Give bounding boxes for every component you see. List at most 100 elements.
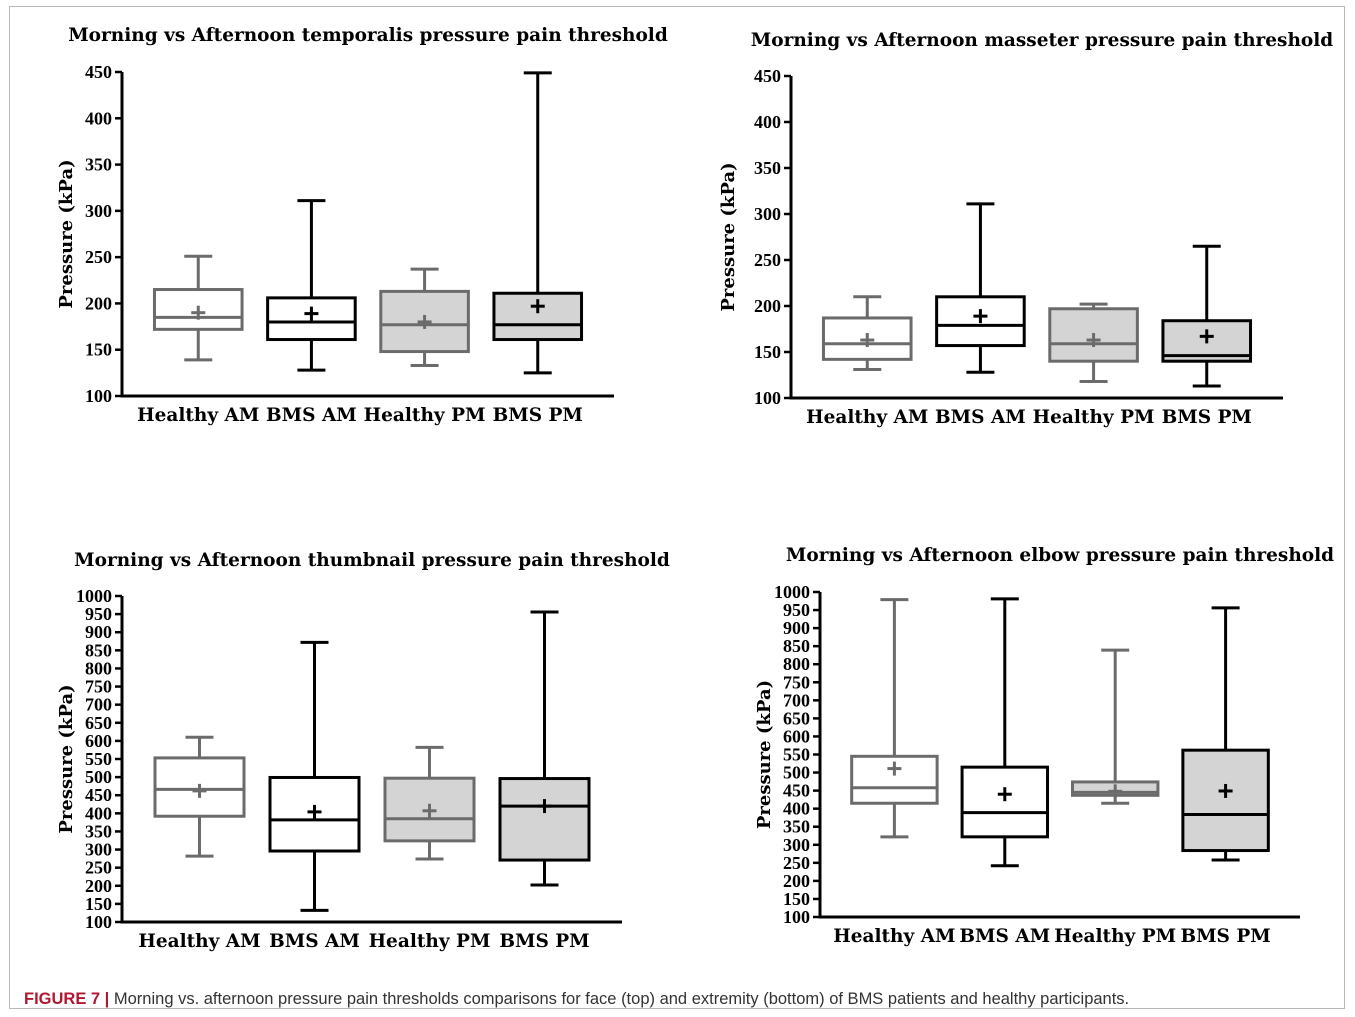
y-axis-label: Pressure (kPa)	[56, 159, 77, 308]
y-tick-label: 350	[85, 155, 112, 175]
y-tick-label: 400	[754, 112, 781, 132]
x-category-label: BMS AM	[266, 405, 357, 426]
y-tick-label: 500	[783, 763, 810, 783]
box-bms-am	[960, 597, 1050, 868]
y-tick-label: 100	[754, 388, 781, 408]
x-category-label: BMS PM	[499, 931, 589, 952]
x-category-label: Healthy PM	[1054, 926, 1176, 947]
box-healthy-pm	[1048, 302, 1139, 383]
box-bms-pm	[1181, 606, 1270, 862]
y-tick-label: 400	[85, 803, 112, 823]
y-tick-label: 450	[783, 781, 810, 801]
y-tick-label: 450	[85, 62, 112, 82]
y-tick-label: 300	[85, 840, 112, 860]
chart-panel-2: Morning vs Afternoon masseter pressure p…	[718, 30, 1333, 428]
iqr-box	[850, 754, 939, 805]
iqr-box	[1181, 748, 1270, 853]
y-tick-label: 200	[85, 293, 112, 313]
y-tick-label: 350	[85, 821, 112, 841]
y-tick-label: 950	[783, 600, 810, 620]
figure-panels: Morning vs Afternoon temporalis pressure…	[56, 25, 1334, 952]
y-tick-label: 150	[783, 889, 810, 909]
box-healthy-am	[153, 735, 246, 858]
y-tick-label: 300	[783, 835, 810, 855]
box-bms-am	[268, 640, 361, 912]
box-bms-am	[266, 199, 357, 372]
x-category-label: Healthy AM	[138, 931, 260, 952]
box-healthy-pm	[1070, 648, 1160, 805]
box-bms-am	[935, 202, 1026, 374]
y-tick-label: 250	[85, 247, 112, 267]
figure-label: FIGURE 7 |	[24, 990, 110, 1008]
y-tick-label: 250	[754, 250, 781, 270]
chart-panel-3: Morning vs Afternoon thumbnail pressure …	[56, 550, 670, 952]
box-healthy-pm	[379, 267, 470, 367]
y-axis-label: Pressure (kPa)	[56, 684, 77, 833]
x-category-label: BMS AM	[269, 931, 360, 952]
x-category-label: BMS PM	[493, 405, 583, 426]
y-tick-label: 200	[754, 296, 781, 316]
iqr-box	[379, 289, 470, 354]
x-category-label: Healthy PM	[369, 931, 491, 952]
figure-caption: FIGURE 7 | Morning vs. afternoon pressur…	[24, 990, 1344, 1009]
y-tick-label: 200	[783, 871, 810, 891]
y-tick-label: 950	[85, 604, 112, 624]
iqr-box	[153, 756, 246, 818]
box-bms-pm	[498, 610, 591, 887]
x-category-label: BMS AM	[959, 926, 1050, 947]
chart-title: Morning vs Afternoon thumbnail pressure …	[74, 550, 670, 571]
x-category-label: Healthy PM	[364, 405, 486, 426]
x-category-label: Healthy PM	[1033, 407, 1155, 428]
y-tick-label: 150	[754, 342, 781, 362]
box-bms-pm	[1161, 244, 1253, 388]
chart-panel-1: Morning vs Afternoon temporalis pressure…	[56, 25, 668, 426]
x-category-label: Healthy AM	[833, 926, 955, 947]
y-tick-label: 300	[85, 201, 112, 221]
figure-caption-text: Morning vs. afternoon pressure pain thre…	[113, 990, 1130, 1008]
y-tick-label: 600	[85, 731, 112, 751]
y-tick-label: 600	[783, 726, 810, 746]
y-tick-label: 450	[754, 66, 781, 86]
y-tick-label: 700	[783, 690, 810, 710]
y-tick-label: 350	[754, 158, 781, 178]
box-healthy-pm	[383, 745, 476, 861]
y-tick-label: 200	[85, 876, 112, 896]
y-tick-label: 650	[85, 713, 112, 733]
x-category-label: Healthy AM	[137, 405, 259, 426]
box-healthy-am	[850, 598, 939, 839]
x-category-label: BMS PM	[1180, 926, 1270, 947]
chart-title: Morning vs Afternoon temporalis pressure…	[68, 25, 668, 46]
y-tick-label: 150	[85, 894, 112, 914]
y-axis-label: Pressure (kPa)	[718, 162, 739, 311]
y-tick-label: 550	[85, 749, 112, 769]
y-tick-label: 800	[85, 658, 112, 678]
y-tick-label: 250	[783, 853, 810, 873]
y-tick-label: 900	[85, 622, 112, 642]
y-tick-label: 700	[85, 695, 112, 715]
y-tick-label: 100	[85, 912, 112, 932]
y-tick-label: 450	[85, 785, 112, 805]
y-tick-label: 850	[85, 640, 112, 660]
chart-title: Morning vs Afternoon masseter pressure p…	[751, 30, 1333, 51]
x-category-label: BMS AM	[935, 407, 1026, 428]
y-tick-label: 300	[754, 204, 781, 224]
box-bms-pm	[492, 71, 584, 375]
y-tick-label: 900	[783, 618, 810, 638]
y-tick-label: 150	[85, 340, 112, 360]
y-tick-label: 750	[85, 677, 112, 697]
y-tick-label: 100	[85, 386, 112, 406]
y-tick-label: 650	[783, 708, 810, 728]
box-healthy-am	[152, 254, 244, 362]
y-tick-label: 550	[783, 745, 810, 765]
y-tick-label: 1000	[774, 582, 810, 602]
y-tick-label: 400	[783, 799, 810, 819]
y-tick-label: 350	[783, 817, 810, 837]
y-axis-label: Pressure (kPa)	[754, 680, 775, 829]
iqr-box	[960, 765, 1050, 839]
y-tick-label: 800	[783, 654, 810, 674]
y-tick-label: 400	[85, 108, 112, 128]
figure-frame	[9, 6, 1345, 1009]
iqr-box	[498, 777, 591, 862]
y-tick-label: 850	[783, 636, 810, 656]
chart-panel-4: Morning vs Afternoon elbow pressure pain…	[754, 545, 1334, 947]
